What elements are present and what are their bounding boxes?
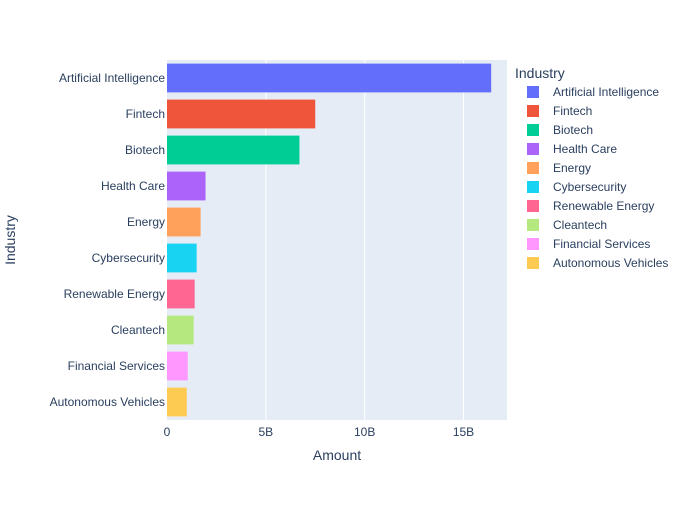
bar-artificial-intelligence [167,63,492,93]
y-tick-label: Energy [127,215,165,229]
legend-swatch [527,162,539,174]
legend-swatch [527,181,539,193]
bar-autonomous-vehicles [167,387,187,417]
y-tick-label: Biotech [125,143,165,157]
x-tick-label: 10B [354,425,375,439]
legend-swatch [527,200,539,212]
legend-swatch [527,143,539,155]
legend-label: Biotech [553,123,593,137]
y-tick-label: Autonomous Vehicles [50,395,165,409]
legend-item[interactable]: Autonomous Vehicles [527,256,668,270]
bar-energy [167,207,201,237]
y-axis-label: Industry [2,215,18,265]
legend-item[interactable]: Biotech [527,123,593,137]
legend-swatch [527,257,539,269]
legend-swatch [527,238,539,250]
legend-label: Health Care [553,142,617,156]
legend-item[interactable]: Health Care [527,142,617,156]
bar-cybersecurity [167,243,197,273]
legend-item[interactable]: Renewable Energy [527,199,654,213]
y-tick-label: Artificial Intelligence [59,71,165,85]
bar-financial-services [167,351,188,381]
y-tick-label: Health Care [101,179,165,193]
legend-title: Industry [515,65,565,81]
y-tick-label: Fintech [126,107,165,121]
x-axis-label: Amount [313,447,361,463]
legend-swatch [527,86,539,98]
legend-swatch [527,219,539,231]
bar-fintech [167,99,316,129]
bar-biotech [167,135,300,165]
bar-health-care [167,171,206,201]
legend-label: Artificial Intelligence [553,85,659,99]
y-tick-label: Financial Services [68,359,165,373]
bars [167,63,492,417]
y-tick-label: Cybersecurity [92,251,165,265]
x-tick-label: 5B [258,425,273,439]
x-axis-ticks: 0 5B 10B 15B [164,425,475,439]
y-tick-label: Renewable Energy [64,287,165,301]
bar-cleantech [167,315,194,345]
legend-item[interactable]: Fintech [527,104,592,118]
legend-label: Renewable Energy [553,199,654,213]
y-axis-ticks: Artificial Intelligence Fintech Biotech Hea… [50,71,166,409]
x-tick-label: 0 [164,425,171,439]
legend-label: Cleantech [553,218,607,232]
legend-items: Artificial Intelligence Fintech Biotech Hea… [527,85,668,270]
legend-item[interactable]: Cybersecurity [527,180,626,194]
x-tick-label: 15B [453,425,474,439]
legend: Industry Artificial Intelligence Fintech B… [515,65,668,270]
legend-item[interactable]: Financial Services [527,237,650,251]
legend-item[interactable]: Cleantech [527,218,607,232]
y-tick-label: Cleantech [111,323,165,337]
legend-item[interactable]: Artificial Intelligence [527,85,659,99]
legend-label: Financial Services [553,237,650,251]
legend-item[interactable]: Energy [527,161,591,175]
legend-swatch [527,124,539,136]
legend-label: Energy [553,161,591,175]
legend-label: Fintech [553,104,592,118]
legend-label: Cybersecurity [553,180,626,194]
bar-renewable-energy [167,279,195,309]
legend-swatch [527,105,539,117]
legend-label: Autonomous Vehicles [553,256,668,270]
